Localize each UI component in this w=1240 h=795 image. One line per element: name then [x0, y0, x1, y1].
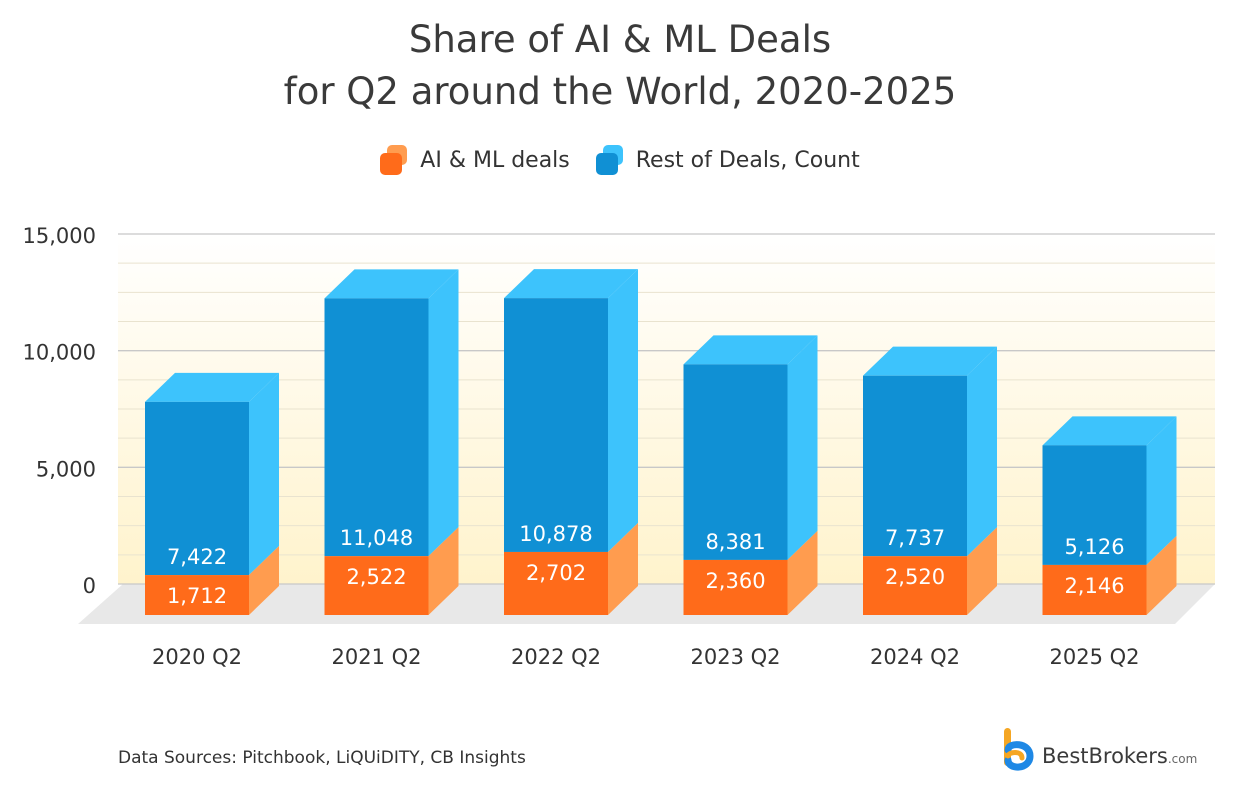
data-source-note: Data Sources: Pitchbook, LiQUiDITY, CB I… [118, 748, 526, 768]
data-label-rest: 11,048 [340, 526, 413, 550]
y-tick-label: 0 [83, 574, 96, 598]
data-label-rest: 10,878 [519, 522, 592, 546]
bar-rest-side [428, 269, 459, 557]
bars: 1,712 7,422 2,522 11,048 2,702 10,878 2,360 8,3… [145, 269, 1177, 615]
y-tick-label: 5,000 [36, 457, 96, 481]
gridlines [118, 233, 1215, 585]
y-tick-label: 10,000 [23, 341, 96, 365]
bar-rest [504, 298, 608, 552]
chart-title-line1: Share of AI & ML Deals [408, 18, 832, 61]
bar-ai [145, 575, 249, 615]
bar-group: 2,146 5,126 [1042, 416, 1177, 615]
brand-name-main: BestBrokers [1042, 744, 1168, 768]
bar-rest-top [504, 269, 638, 299]
bestbrokers-logo-icon [1004, 728, 1034, 771]
data-label-ai: 2,146 [1064, 574, 1124, 598]
legend-swatch-ai [380, 145, 408, 175]
bar-ai-side [787, 530, 818, 615]
data-label-ai: 2,702 [526, 561, 586, 585]
y-axis: 0 5,000 10,000 15,000 [23, 224, 96, 598]
legend: AI & ML deals Rest of Deals, Count [0, 142, 1240, 178]
bar-rest-side [608, 269, 638, 552]
bar-rest [145, 401, 249, 576]
bar-rest [863, 375, 967, 557]
brand-name-suffix: .com [1167, 752, 1198, 766]
bar-group: 2,702 10,878 [504, 269, 638, 615]
data-label-ai: 2,360 [705, 569, 765, 593]
bar-rest [324, 298, 429, 557]
x-tick-label: 2024 Q2 [870, 645, 960, 669]
bar-ai-side [967, 527, 997, 615]
bar-rest [1042, 445, 1147, 565]
x-tick-label: 2025 Q2 [1049, 645, 1139, 669]
data-label-rest: 5,126 [1064, 535, 1124, 559]
bar-group: 1,712 7,422 [145, 372, 279, 615]
bar-ai [1042, 564, 1147, 615]
bar-rest-top [683, 335, 818, 365]
bar-ai-side [428, 527, 459, 615]
bar-ai-side [608, 522, 638, 615]
bar-rest-top [863, 346, 997, 376]
bar-group: 2,360 8,381 [683, 335, 818, 615]
data-label-rest: 7,422 [167, 545, 227, 569]
y-tick-label: 15,000 [23, 224, 96, 248]
legend-label-ai: AI & ML deals [420, 147, 570, 173]
legend-item-ai: AI & ML deals [380, 145, 570, 175]
x-tick-label: 2022 Q2 [511, 645, 601, 669]
bar-rest [683, 364, 788, 560]
bar-ai [683, 559, 788, 615]
bar-group: 2,522 11,048 [324, 269, 459, 615]
data-label-ai: 2,522 [346, 565, 406, 589]
bar-rest-side [249, 372, 279, 576]
bar-rest-side [1146, 416, 1177, 565]
legend-label-rest: Rest of Deals, Count [635, 147, 860, 173]
brand-logo[interactable]: BestBrokers.com [1000, 726, 1220, 776]
bar-rest-side [787, 335, 818, 560]
x-axis: 2020 Q2 2021 Q2 2022 Q2 2023 Q2 2024 Q2 2025 … [152, 645, 1140, 669]
chart-title-line2: for Q2 around the World, 2020-2025 [283, 70, 957, 113]
bar-rest-top [324, 269, 459, 299]
data-label-rest: 7,737 [885, 526, 945, 550]
x-tick-label: 2023 Q2 [690, 645, 780, 669]
chart-title: Share of AI & ML Deals for Q2 around the… [0, 14, 1240, 118]
bar-rest-side [967, 346, 997, 557]
bar-ai [504, 551, 608, 615]
bar-ai-side [249, 546, 279, 615]
bar-rest-top [1042, 416, 1177, 446]
legend-item-rest: Rest of Deals, Count [595, 145, 860, 175]
brand-name: BestBrokers.com [1042, 744, 1197, 768]
bar-ai [324, 556, 429, 615]
data-label-rest: 8,381 [705, 530, 765, 554]
bar-ai-side [1146, 535, 1177, 615]
bar-ai [863, 556, 967, 615]
legend-swatch-rest [595, 145, 624, 175]
bar-group: 2,520 7,737 [863, 346, 997, 615]
x-tick-label: 2021 Q2 [331, 645, 421, 669]
data-label-ai: 1,712 [167, 584, 227, 608]
data-label-ai: 2,520 [885, 565, 945, 589]
x-tick-label: 2020 Q2 [152, 645, 242, 669]
bar-rest-top [145, 372, 279, 402]
